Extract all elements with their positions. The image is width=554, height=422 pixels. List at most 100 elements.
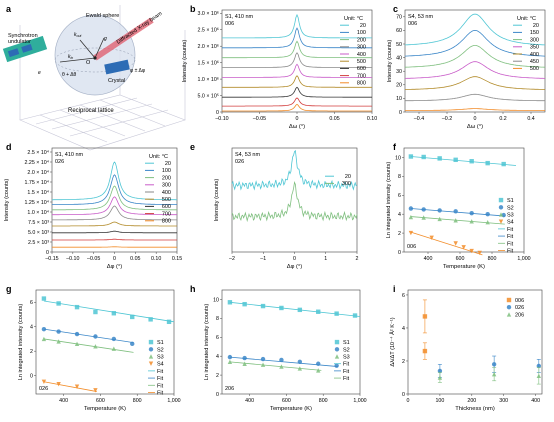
y-tick-label: 10 [395, 155, 401, 161]
fit-line-S1 [43, 300, 175, 323]
x-tick-label: –0.05 [253, 116, 266, 122]
marker-circle [408, 206, 414, 211]
theta-label: θ + Δθ [62, 72, 77, 78]
marker-square [453, 157, 458, 163]
legend-label: S3 [507, 212, 514, 218]
x-tick-label: 800 [319, 398, 328, 404]
annotation-label: 026 [55, 159, 64, 165]
legend-label: S4 [157, 362, 164, 368]
marker-down-triangle [93, 388, 98, 393]
y-tick-label: 4 [402, 326, 405, 332]
series-line-400 [405, 76, 545, 90]
marker-square [506, 297, 512, 303]
legend-fit-label: Fit [157, 390, 164, 396]
y-tick-label: 6 [398, 193, 401, 199]
panel-f: f 400 600 800 1,000 0 2 4 6 8 10 Temperature (K) Ln … [386, 142, 531, 270]
legend-label: 500 [357, 59, 366, 65]
marker-circle [498, 205, 504, 210]
marker-circle [421, 207, 426, 212]
origin-point [93, 56, 97, 60]
y-axis-label: Ln integrated intensity (counts) [18, 304, 24, 381]
series-line-300 [222, 52, 372, 68]
x-tick-label: 0.05 [130, 256, 140, 262]
series-line-100 [52, 174, 177, 205]
synchrotron-label: Synchrotron [8, 33, 38, 39]
marker-square [148, 317, 153, 322]
legend-fit-label: Fit [157, 376, 164, 382]
y-tick-label: 0 [399, 110, 402, 116]
series-line-20 [52, 161, 177, 201]
x-tick-label: –2 [229, 256, 235, 262]
panel-letter-c: c [393, 4, 398, 14]
marker-square [469, 159, 474, 164]
marker-circle [536, 363, 542, 369]
marker-triangle [148, 354, 154, 359]
series-line-20 [405, 13, 545, 46]
y-tick-label: 10 [396, 96, 402, 102]
y-tick-label: 1.0 × 10⁶ [198, 77, 219, 83]
legend-label: 006 [515, 298, 524, 304]
series-line-400 [222, 63, 372, 78]
x-tick-label: 1,000 [517, 256, 530, 262]
undulator-magnet [7, 48, 20, 58]
y-tick-label: 6 [30, 300, 33, 306]
x-tick-label: 800 [133, 398, 142, 404]
marker-down-triangle [429, 235, 434, 241]
marker-down-triangle [498, 219, 504, 224]
y-tick-label: 2.0 × 10⁶ [198, 44, 219, 50]
marker-circle [41, 326, 47, 332]
legend-label: 500 [162, 197, 171, 203]
marker-circle [227, 354, 233, 360]
legend-fit-label: Fit [157, 369, 164, 375]
x-tick-label: 100 [435, 398, 444, 404]
marker-square [93, 309, 98, 315]
x-tick-label: 1,000 [167, 398, 180, 404]
x-tick-label: 0 [296, 116, 299, 122]
ewald-equator [54, 47, 136, 73]
y-tick-label: 10 [213, 297, 219, 303]
series-line-600 [52, 230, 177, 234]
annotation-label: 206 [225, 386, 234, 392]
y-tick-label: 60 [396, 28, 402, 34]
marker-circle [148, 347, 154, 352]
legend-label: 20 [533, 23, 539, 29]
series-line-200 [222, 40, 372, 59]
legend-label: 400 [530, 52, 539, 58]
marker-square [422, 348, 428, 354]
y-tick-label: 2 [402, 359, 405, 365]
marker-triangle [506, 312, 512, 317]
x-axis-label: Thickness (nm) [455, 406, 495, 412]
legend-label: 300 [357, 45, 366, 51]
panel-c: c –0.4 –0.2 0 0.2 0.4 0 10 20 30 40 50 60 70 Δω (°) Int… [387, 4, 546, 130]
undulator-label: undulator [8, 39, 31, 45]
y-tick-label: 2.5 × 10⁶ [198, 28, 219, 34]
origin-label: O [86, 60, 91, 66]
y-tick-label: 1.0 × 10⁴ [27, 210, 49, 216]
legend-label: S1 [157, 340, 164, 346]
e-label: e [38, 70, 41, 76]
marker-triangle [408, 214, 414, 220]
y-tick-label: 70 [396, 15, 402, 21]
panel-i: i 0 100 200 300 400 0 2 4 6 Thickness (nm) Δλ/ΔT (1… [389, 284, 543, 412]
series-line-450 [405, 93, 545, 102]
marker-down-triangle [41, 379, 47, 384]
y-tick-label: 4 [216, 354, 219, 360]
y-tick-label: 0 [30, 373, 33, 379]
legend-label: 300 [530, 37, 539, 43]
marker-triangle [536, 373, 542, 379]
marker-circle [485, 211, 490, 217]
legend-label: S4 [507, 220, 514, 226]
annotation-label: S1, 410 nm [225, 14, 254, 20]
kin-vector [59, 57, 96, 63]
y-tick-label: 2 [216, 373, 219, 379]
panel-letter-b: b [190, 4, 196, 14]
y-axis-label: Ln integrated intensity (counts) [204, 304, 210, 381]
legend-fit-label: Fit [343, 362, 350, 368]
legend-label: S1 [507, 198, 514, 204]
x-tick-label: –0.15 [45, 256, 58, 262]
x-tick-label: 0.10 [367, 116, 377, 122]
marker-square [74, 304, 80, 310]
annotation-label: 006 [225, 21, 234, 27]
marker-circle [93, 334, 98, 339]
